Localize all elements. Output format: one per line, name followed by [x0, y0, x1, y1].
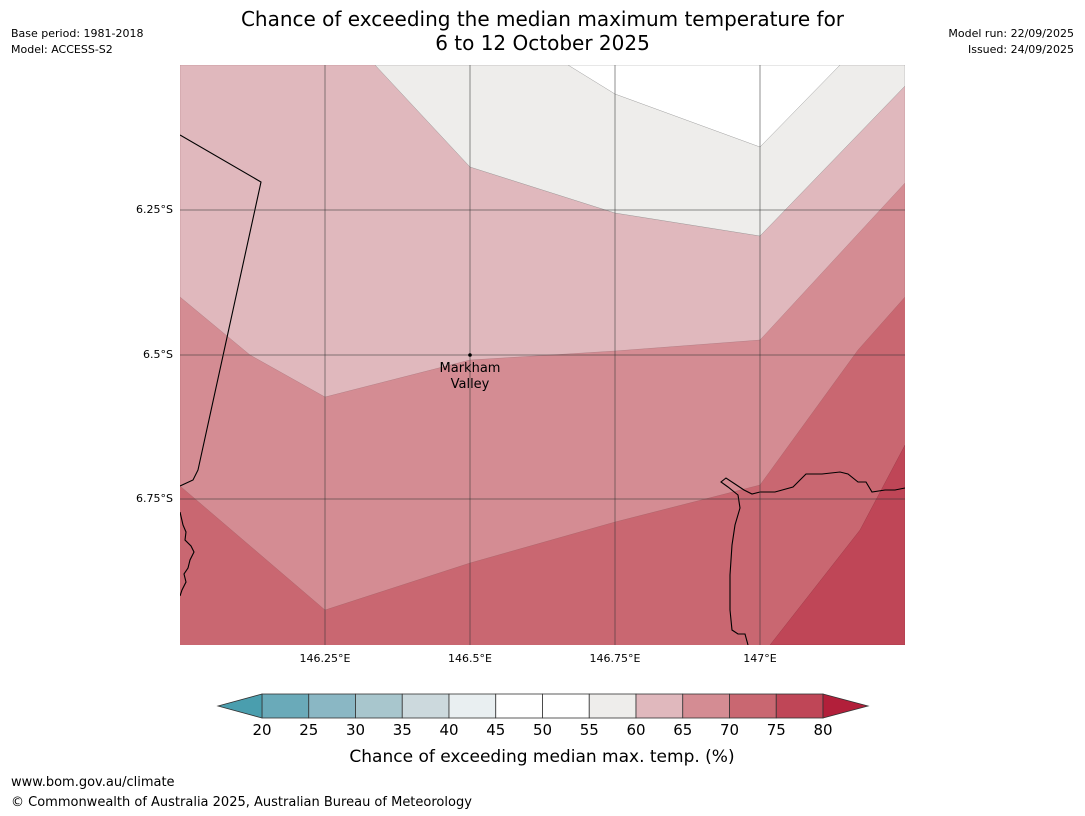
lon-label: 147°E	[743, 652, 776, 665]
metadata-left: Base period: 1981-2018 Model: ACCESS-S2	[11, 26, 143, 58]
map-panel: Markham Valley	[180, 65, 905, 645]
colorbar: 20 25 30 35 40 45 50 55 60 65 70 75 80 Chance of exc…	[216, 693, 870, 767]
colorbar-segment	[261, 693, 310, 719]
colorbar-tick-label: 60	[626, 721, 645, 739]
coastline-west	[180, 511, 195, 597]
colorbar-tick-label: 70	[720, 721, 739, 739]
colorbar-segment	[682, 693, 730, 719]
colorbar-tick-label: 75	[767, 721, 786, 739]
location-label-line1: Markham	[440, 361, 501, 376]
location-marker	[468, 353, 472, 357]
colorbar-tick-label: 65	[673, 721, 692, 739]
lon-label: 146.5°E	[448, 652, 492, 665]
colorbar-segment	[729, 693, 777, 719]
metadata-right: Model run: 22/09/2025 Issued: 24/09/2025	[948, 26, 1074, 58]
location-label-line2: Valley	[451, 377, 490, 392]
colorbar-ticks: 20 25 30 35 40 45 50 55 60 65 70 75 80	[252, 721, 832, 739]
colorbar-segment	[775, 693, 824, 719]
colorbar-segment	[588, 693, 637, 719]
colorbar-segment	[448, 693, 497, 719]
colorbar-tick-label: 25	[299, 721, 318, 739]
colorbar-tick-label: 30	[346, 721, 365, 739]
colorbar-tick-label: 20	[252, 721, 271, 739]
border-line	[180, 134, 262, 487]
colorbar-tick-label: 40	[439, 721, 458, 739]
latitude-labels: 6.25°S 6.5°S 6.75°S	[136, 203, 173, 505]
base-period-text: Base period: 1981-2018	[11, 27, 144, 40]
issued-text: Issued: 24/09/2025	[967, 43, 1074, 56]
colorbar-tick-label: 35	[393, 721, 412, 739]
colorbar-segment	[542, 693, 590, 719]
model-text: Model: ACCESS-S2	[11, 43, 113, 56]
band-75-80	[769, 444, 905, 645]
title-line-1: Chance of exceeding the median maximum t…	[240, 7, 845, 31]
colorbar-segments	[261, 693, 824, 719]
model-run-text: Model run: 22/09/2025	[948, 27, 1074, 40]
lat-label: 6.75°S	[136, 492, 173, 505]
colorbar-under-arrow	[216, 693, 263, 719]
coastline-east	[720, 471, 905, 645]
colorbar-segment	[308, 693, 356, 719]
colorbar-label: Chance of exceeding median max. temp. (%…	[349, 747, 734, 767]
colorbar-segment	[401, 693, 450, 719]
lat-label: 6.25°S	[136, 203, 173, 216]
colorbar-over-arrow	[822, 693, 870, 719]
colorbar-segment	[495, 693, 543, 719]
lon-label: 146.75°E	[590, 652, 641, 665]
colorbar-tick-label: 80	[813, 721, 832, 739]
map-title: Chance of exceeding the median maximum t…	[180, 7, 905, 55]
longitude-labels: 146.25°E 146.5°E 146.75°E 147°E	[300, 652, 777, 665]
lon-label: 146.25°E	[300, 652, 351, 665]
colorbar-segment	[635, 693, 684, 719]
footer-copyright: © Commonwealth of Australia 2025, Austra…	[11, 795, 472, 810]
title-line-2: 6 to 12 October 2025	[435, 31, 650, 55]
footer-url: www.bom.gov.au/climate	[11, 775, 175, 790]
lat-label: 6.5°S	[143, 348, 173, 361]
colorbar-segment	[355, 693, 403, 719]
colorbar-tick-label: 55	[580, 721, 599, 739]
colorbar-tick-label: 50	[533, 721, 552, 739]
colorbar-tick-label: 45	[486, 721, 505, 739]
